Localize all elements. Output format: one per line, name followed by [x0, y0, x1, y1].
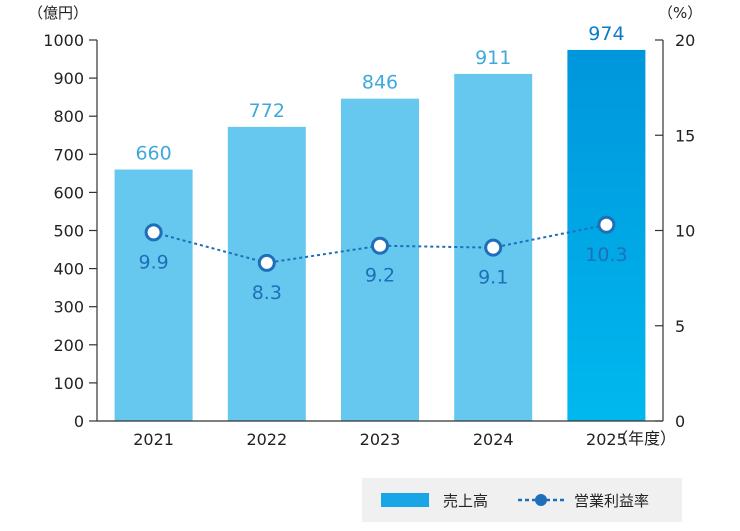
legend-bar-swatch: [381, 493, 429, 507]
left-tick-label-1000: 1000: [43, 31, 84, 50]
line-value-label-2022: 8.3: [252, 282, 282, 304]
left-tick-label-400: 400: [53, 260, 84, 279]
line-marker-2022: [257, 253, 276, 272]
bar-value-label-2023: 846: [362, 72, 398, 94]
bar-value-label-2025: 974: [588, 23, 624, 45]
left-tick-label-900: 900: [53, 69, 84, 88]
x-tick-label-2025: 2025: [586, 430, 627, 449]
left-tick-label-600: 600: [53, 183, 84, 202]
left-tick-label-700: 700: [53, 145, 84, 164]
legend-line-marker: [535, 494, 547, 506]
labels-group: 660 772 846 911 974 9.9 8.3 9.2 9.1 10.3: [135, 23, 627, 304]
line-series-path: [153, 223, 607, 264]
bar-2023: [341, 98, 419, 421]
bar-2021: [114, 169, 193, 421]
x-tick-label-2021: 2021: [133, 430, 174, 449]
left-tick-label-500: 500: [53, 222, 84, 241]
line-marker-2021: [144, 223, 163, 242]
left-tick-label-100: 100: [53, 374, 84, 393]
line-value-label-2023: 9.2: [365, 265, 395, 287]
line-value-label-2024: 9.1: [478, 267, 508, 289]
legend: 売上高 営業利益率: [362, 478, 682, 522]
x-tick-label-2024: 2024: [473, 430, 514, 449]
x-axis-unit: （年度）: [612, 429, 676, 448]
right-tick-label-20: 20: [675, 31, 695, 50]
left-tick-label-0: 0: [74, 412, 84, 431]
left-tick-label-300: 300: [53, 298, 84, 317]
line-marker-2023: [371, 236, 389, 255]
right-tick-label-0: 0: [675, 412, 685, 431]
left-tick-label-800: 800: [53, 107, 84, 126]
bars-group: [114, 49, 646, 422]
legend-bar-label: 売上高: [443, 492, 488, 510]
line-marker-2025: [597, 215, 616, 234]
bar-value-label-2024: 911: [475, 47, 511, 69]
right-tick-label-5: 5: [675, 317, 685, 336]
x-tick-label-2022: 2022: [246, 430, 287, 449]
axes-group: 0 100 200 300 400 500 600 700 800 900 1000 0 5 10 15 20…: [43, 31, 695, 449]
right-tick-label-15: 15: [675, 126, 695, 145]
line-value-label-2025: 10.3: [585, 244, 627, 266]
bar-value-label-2021: 660: [135, 143, 171, 165]
left-tick-label-200: 200: [53, 336, 84, 355]
bar-2022: [227, 126, 306, 422]
bar-2025: [567, 49, 646, 421]
legend-line-label: 営業利益率: [574, 492, 649, 510]
line-marker-2024: [484, 238, 503, 257]
line-group: [144, 215, 616, 272]
right-tick-label-10: 10: [675, 222, 695, 241]
bar-value-label-2022: 772: [249, 100, 285, 122]
line-value-label-2021: 9.9: [138, 251, 168, 273]
left-axis-unit: （億円）: [28, 4, 88, 22]
right-axis-unit: （%）: [658, 4, 702, 22]
x-tick-label-2023: 2023: [360, 430, 401, 449]
